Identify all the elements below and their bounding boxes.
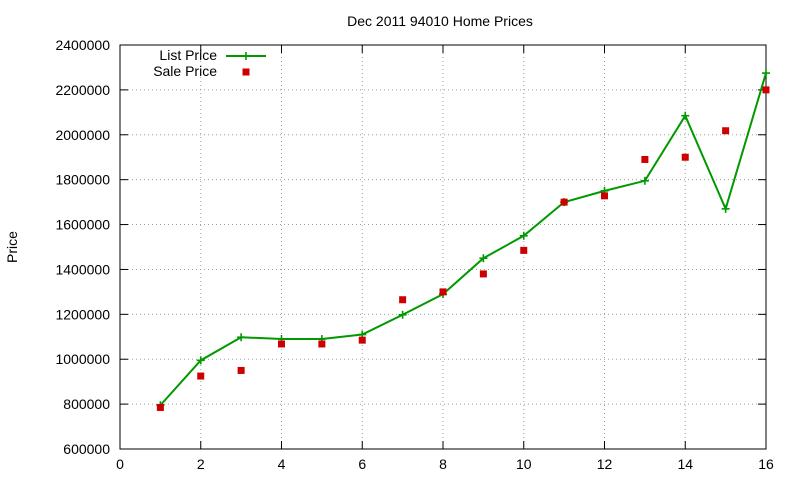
- x-tick-label: 2: [197, 456, 205, 472]
- data-point-list-price: [519, 231, 528, 240]
- data-point-sale-price: [156, 403, 164, 411]
- data-point-sale-price: [560, 198, 568, 206]
- data-point-sale-price: [479, 270, 487, 278]
- x-tick-label: 8: [439, 456, 447, 472]
- data-point-list-price: [398, 310, 407, 319]
- data-point-list-price: [237, 333, 246, 342]
- y-tick-label: 800000: [63, 396, 110, 412]
- x-tick-label: 14: [677, 456, 693, 472]
- data-point-sale-price: [358, 336, 366, 344]
- series-line-list-price: [159, 72, 767, 406]
- data-point-sale-price: [237, 366, 245, 374]
- data-point-sale-price: [762, 86, 770, 94]
- y-tick-label: 1800000: [55, 172, 110, 188]
- data-point-sale-price: [641, 155, 649, 163]
- data-point-sale-price: [399, 296, 407, 304]
- data-point-sale-price: [601, 192, 608, 200]
- x-tick-label: 12: [597, 456, 613, 472]
- data-point-list-price: [762, 69, 770, 78]
- y-tick-label: 1200000: [55, 306, 110, 322]
- x-tick-label: 0: [116, 456, 124, 472]
- x-tick-label: 4: [278, 456, 286, 472]
- y-tick-label: 600000: [63, 441, 110, 457]
- data-point-list-price: [479, 254, 488, 263]
- series: [156, 69, 770, 411]
- data-point-list-price: [196, 356, 205, 365]
- axis-ticks: 600000 800000 1000000 1200000 1400000 1600000…: [55, 37, 774, 472]
- y-tick-label: 1000000: [55, 351, 110, 367]
- legend: List Price Sale Price: [153, 47, 266, 79]
- legend-marker-sale-price: [242, 68, 250, 76]
- data-point-list-price: [721, 204, 730, 213]
- data-point-sale-price: [681, 153, 689, 161]
- grid: [120, 45, 766, 449]
- y-tick-label: 2000000: [55, 127, 110, 143]
- x-tick-label: 6: [358, 456, 366, 472]
- data-point-sale-price: [197, 372, 205, 380]
- y-tick-label: 1600000: [55, 217, 110, 233]
- data-point-sale-price: [278, 340, 285, 348]
- y-axis-title: Price: [4, 231, 20, 263]
- legend-label-sale-price: Sale Price: [153, 63, 217, 79]
- data-point-list-price: [640, 176, 649, 185]
- chart-title: Dec 2011 94010 Home Prices: [347, 13, 533, 29]
- data-point-sale-price: [722, 127, 730, 135]
- data-point-sale-price: [520, 246, 528, 254]
- y-tick-label: 2200000: [55, 82, 110, 98]
- data-point-list-price: [681, 111, 690, 120]
- x-tick-label: 16: [758, 456, 774, 472]
- y-tick-label: 1400000: [55, 261, 110, 277]
- data-point-sale-price: [318, 340, 326, 348]
- legend-marker-list-price: [242, 52, 250, 60]
- legend-label-list-price: List Price: [159, 47, 217, 63]
- x-tick-label: 10: [516, 456, 532, 472]
- y-tick-label: 2400000: [55, 37, 110, 53]
- data-point-sale-price: [439, 288, 447, 296]
